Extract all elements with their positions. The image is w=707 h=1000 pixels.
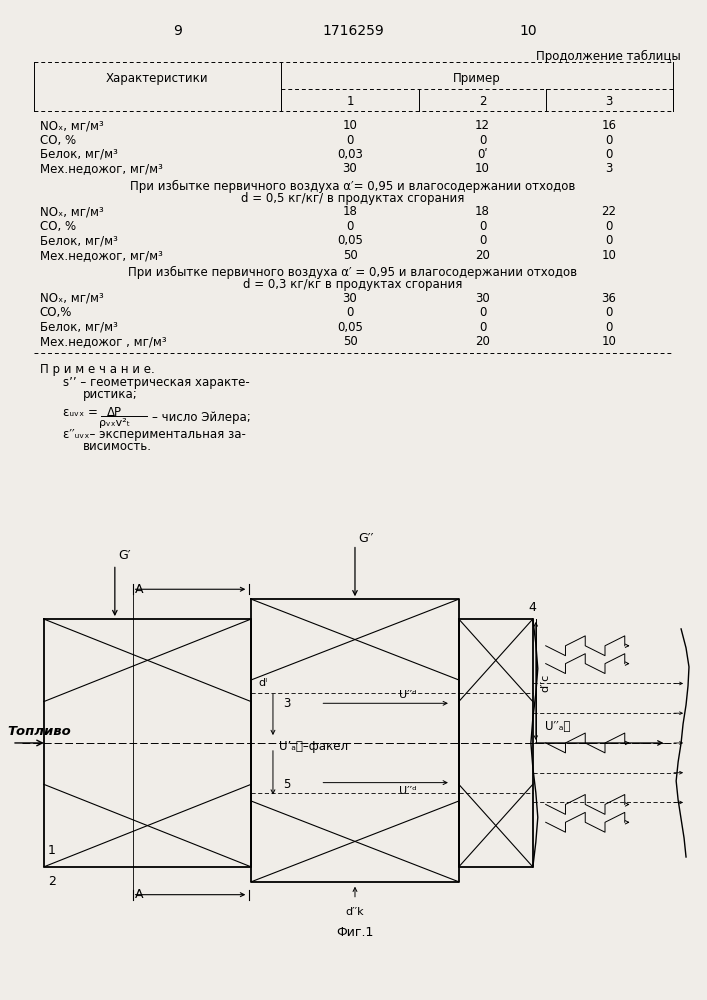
Text: Мех.недожог, мг/м³: Мех.недожог, мг/м³ [40,249,163,262]
Text: Фиг.1: Фиг.1 [337,926,374,939]
Text: ристика;: ристика; [83,388,138,401]
Text: Мех.недожог, мг/м³: Мех.недожог, мг/м³ [40,162,163,175]
Text: 0: 0 [479,321,486,334]
Text: d = 0,3 кг/кг в продуктах сгорания: d = 0,3 кг/кг в продуктах сгорания [243,278,462,291]
Text: 10: 10 [602,335,617,348]
Text: NOₓ, мг/м³: NOₓ, мг/м³ [40,205,103,218]
Text: 2: 2 [479,95,486,108]
Text: Мех.недожог , мг/м³: Мех.недожог , мг/м³ [40,335,166,348]
Text: – число Эйлера;: – число Эйлера; [153,411,251,424]
Text: ρᵥₓv²ₜ: ρᵥₓv²ₜ [100,418,130,428]
Text: Белок, мг/м³: Белок, мг/м³ [40,321,117,334]
Text: G′′: G′′ [358,532,373,545]
Text: 10: 10 [519,24,537,38]
Text: 50: 50 [343,335,358,348]
Text: U′′ᵈ: U′′ᵈ [399,690,417,700]
Text: 30: 30 [343,162,358,175]
Text: U′′ᵈ: U′′ᵈ [399,786,417,796]
Text: CO, %: CO, % [40,220,76,233]
Text: 20: 20 [475,335,490,348]
Text: 0ʹ: 0ʹ [477,148,488,161]
Text: 0: 0 [346,134,354,147]
Text: 20: 20 [475,249,490,262]
Text: U′′ₐⲟ: U′′ₐⲟ [544,720,570,733]
Text: 0: 0 [605,220,613,233]
Text: NOₓ, мг/м³: NOₓ, мг/м³ [40,119,103,132]
Text: 30: 30 [343,292,358,305]
Text: Продолжение таблицы: Продолжение таблицы [537,50,681,63]
Text: 0: 0 [605,134,613,147]
Text: 30: 30 [475,292,490,305]
Text: εᵤᵥₓ =: εᵤᵥₓ = [64,406,98,419]
Text: 0: 0 [605,321,613,334]
Text: 18: 18 [475,205,490,218]
Text: 16: 16 [602,119,617,132]
Text: 10: 10 [343,119,358,132]
Text: dᴵ: dᴵ [258,678,267,688]
Text: ΔP: ΔP [107,406,122,419]
Text: 0,05: 0,05 [337,321,363,334]
Text: d′′c: d′′c [541,674,551,692]
Text: П р и м е ч а н и е.: П р и м е ч а н и е. [40,363,155,376]
Text: 12: 12 [475,119,490,132]
Text: s’’ – геометрическая характе-: s’’ – геометрическая характе- [64,376,250,389]
Text: При избытке первичного воздуха α′= 0,95 и влагосодержании отходов: При избытке первичного воздуха α′= 0,95 … [130,180,575,193]
Text: G′: G′ [118,549,130,562]
Text: 0: 0 [479,134,486,147]
Text: A: A [134,888,143,901]
Text: d′′k: d′′k [346,907,364,917]
Text: 2: 2 [47,875,56,888]
Text: 0: 0 [605,306,613,319]
Text: 0: 0 [605,234,613,247]
Text: 0,03: 0,03 [337,148,363,161]
Text: 4: 4 [528,601,536,614]
Text: 0: 0 [479,306,486,319]
Text: NOₓ, мг/м³: NOₓ, мг/м³ [40,292,103,305]
Text: 0: 0 [479,234,486,247]
Text: 0: 0 [605,148,613,161]
Text: Белок, мг/м³: Белок, мг/м³ [40,234,117,247]
Text: 50: 50 [343,249,358,262]
Text: 36: 36 [602,292,617,305]
Text: 3: 3 [283,697,290,710]
Text: 0,05: 0,05 [337,234,363,247]
Text: 3: 3 [605,162,613,175]
Text: Белок, мг/м³: Белок, мг/м³ [40,148,117,161]
Text: 1: 1 [47,844,56,857]
Text: U’ₐⲟ–факел: U’ₐⲟ–факел [279,740,348,753]
Text: 10: 10 [475,162,490,175]
Text: Топливо: Топливо [7,725,71,738]
Text: 0: 0 [346,306,354,319]
Text: 18: 18 [343,205,358,218]
Text: CO, %: CO, % [40,134,76,147]
Text: d = 0,5 кг/кг/ в продуктах сгорания: d = 0,5 кг/кг/ в продуктах сгорания [241,192,464,205]
Text: CO,%: CO,% [40,306,72,319]
Text: 10: 10 [602,249,617,262]
Text: 5: 5 [283,778,290,791]
Text: Пример: Пример [452,72,501,85]
Text: 22: 22 [602,205,617,218]
Text: При избытке первичного воздуха α′ = 0,95 и влагосодержании отходов: При избытке первичного воздуха α′ = 0,95… [129,266,578,279]
Text: висимость.: висимость. [83,440,152,453]
Text: Характеристики: Характеристики [106,72,209,85]
Text: 0: 0 [479,220,486,233]
Text: A: A [134,583,143,596]
Text: 1: 1 [346,95,354,108]
Text: 1716259: 1716259 [322,24,384,38]
Text: 9: 9 [173,24,182,38]
Text: ε′′ᵤᵥₓ– экспериментальная за-: ε′′ᵤᵥₓ– экспериментальная за- [64,428,246,441]
Text: 3: 3 [605,95,613,108]
Text: 0: 0 [346,220,354,233]
